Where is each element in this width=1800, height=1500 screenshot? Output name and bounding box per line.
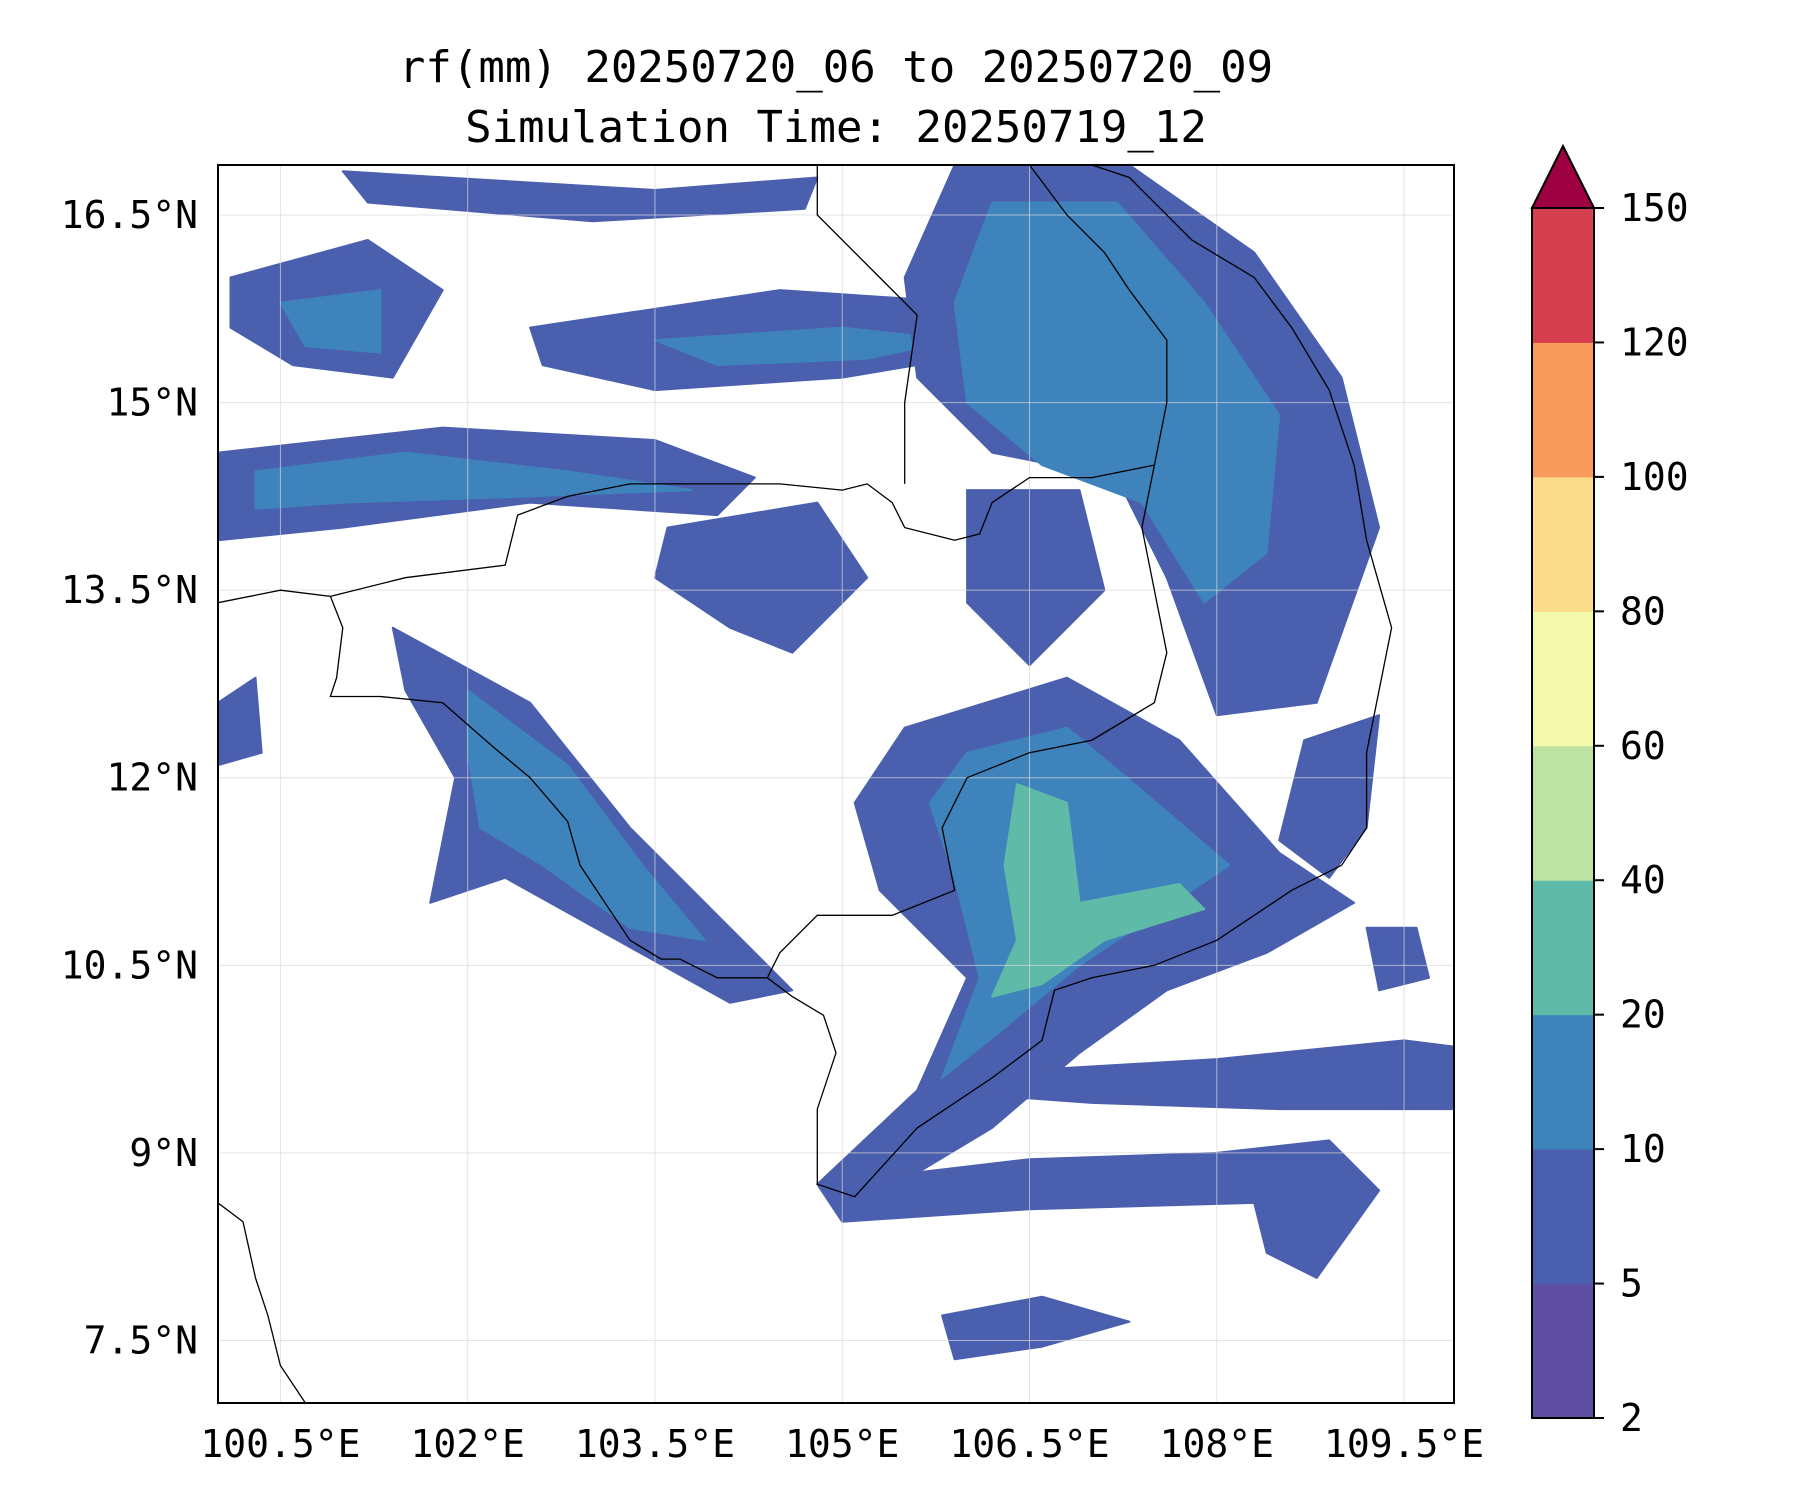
rain-band-west-sea-patch xyxy=(218,676,263,767)
colorbar-band xyxy=(1532,342,1594,478)
colorbar-outline xyxy=(1531,207,1595,1419)
colorbar-tick-label: 10 xyxy=(1620,1127,1666,1171)
colorbar-band xyxy=(1532,476,1594,612)
rain-band-far-east-patch xyxy=(1365,926,1430,992)
border-cambodia-vietnam xyxy=(766,464,1168,979)
colorbar-tick-label: 100 xyxy=(1620,455,1689,499)
colorbar: 2 5 10 20 40 60 80 100 120 150 xyxy=(1530,143,1689,1440)
rain-band-south-sea-patch xyxy=(941,1295,1131,1361)
colorbar-tick-label: 20 xyxy=(1620,993,1666,1037)
lon-tick-label: 100.5°E xyxy=(200,1422,360,1466)
colorbar-tick-label: 80 xyxy=(1620,589,1666,633)
lat-tick-label: 15°N xyxy=(106,381,198,425)
colorbar-band xyxy=(1532,611,1594,747)
colorbar-extend-max xyxy=(1530,143,1596,209)
rain-band-south-sea-lower xyxy=(816,1139,1381,1279)
lat-tick-label: 7.5°N xyxy=(84,1318,198,1362)
coast-gulf-of-thailand-north xyxy=(218,165,1393,1198)
colorbar-band xyxy=(1532,880,1594,1016)
border-laos-thailand xyxy=(816,165,918,484)
lat-tick-label: 10.5°N xyxy=(61,943,198,987)
lat-tick-label: 12°N xyxy=(106,756,198,800)
lon-tick-label: 108°E xyxy=(1160,1422,1274,1466)
rain-band-south-central-heavy xyxy=(991,783,1206,998)
colorbar-tick-label: 60 xyxy=(1620,724,1666,768)
colorbar-band xyxy=(1532,1149,1594,1285)
coast-malay-peninsula xyxy=(218,1202,306,1403)
border-thailand-cambodia xyxy=(330,165,1168,598)
map-plot-area: 100.5°E 102°E 103.5°E 105°E 106.5°E 108°E 109.… xyxy=(61,164,1484,1466)
lon-tick-label: 109.5°E xyxy=(1324,1422,1484,1466)
rain-band-south-sea-east xyxy=(1003,1039,1454,1111)
map-frame xyxy=(217,164,1455,1404)
rain-band-mid-north-core xyxy=(654,326,956,367)
lon-tick-label: 106.5°E xyxy=(949,1422,1109,1466)
rain-band-top-strip xyxy=(341,170,819,223)
colorbar-band xyxy=(1532,745,1594,881)
rain-band-upper-west-core xyxy=(279,289,382,354)
map-content xyxy=(218,165,1454,1403)
colorbar-band xyxy=(1532,208,1594,343)
colorbar-band xyxy=(1532,1283,1594,1419)
colorbar-band xyxy=(1532,1014,1594,1150)
title-line-1: rf(mm) 20250720_06 to 20250720_09 xyxy=(398,42,1274,93)
lon-tick-label: 103.5°E xyxy=(575,1422,735,1466)
lat-tick-label: 9°N xyxy=(129,1131,198,1175)
rain-band-north-west-core xyxy=(254,451,694,510)
colorbar-tick-label: 120 xyxy=(1620,320,1689,364)
colorbar-tick-label: 40 xyxy=(1620,858,1666,902)
lat-tick-label: 13.5°N xyxy=(61,568,198,612)
title-line-2: Simulation Time: 20250719_12 xyxy=(465,102,1207,153)
lat-tick-label: 16.5°N xyxy=(61,193,198,237)
rain-band-east-coast-lower xyxy=(1278,714,1381,879)
colorbar-tick-label: 2 xyxy=(1620,1396,1643,1440)
colorbar-tick-label: 5 xyxy=(1620,1262,1643,1306)
map-title: rf(mm) 20250720_06 to 20250720_09 Simula… xyxy=(218,38,1454,158)
rain-band-interior-east xyxy=(966,489,1106,667)
lon-tick-label: 102°E xyxy=(411,1422,525,1466)
lon-tick-label: 105°E xyxy=(785,1422,899,1466)
colorbar-tick-label: 150 xyxy=(1620,186,1689,230)
rain-band-interior-west xyxy=(654,501,869,654)
